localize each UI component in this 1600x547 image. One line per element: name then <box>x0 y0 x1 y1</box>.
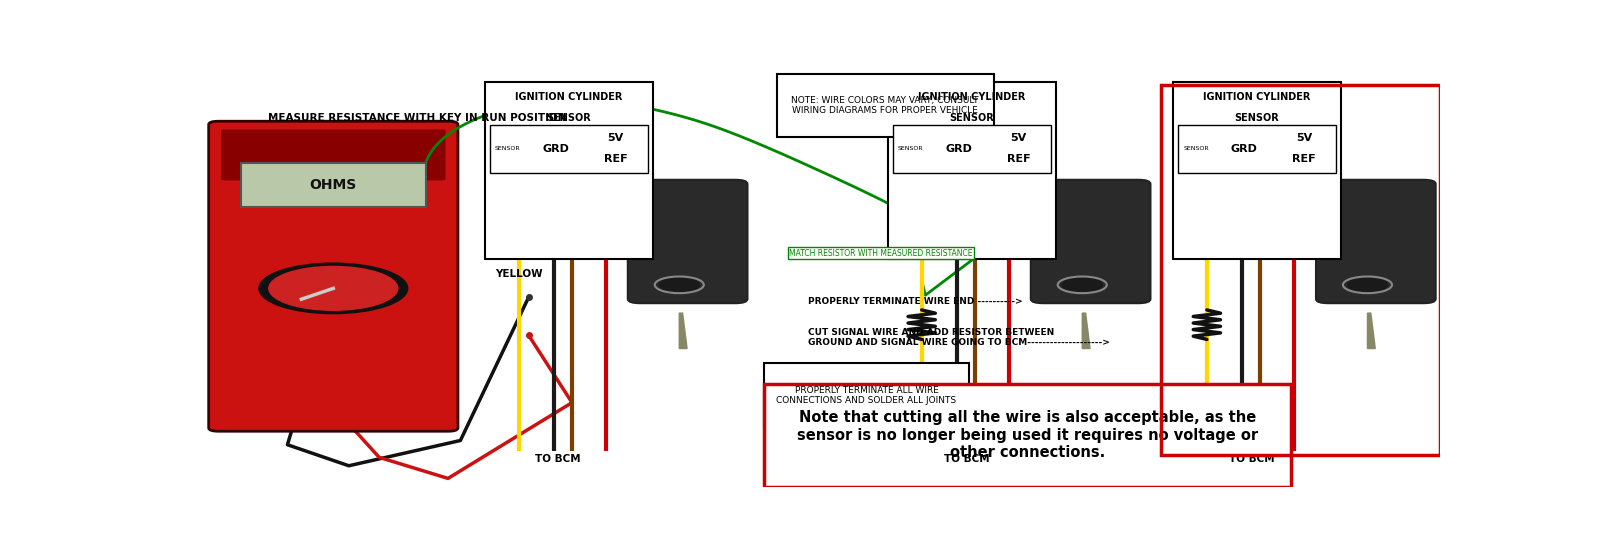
Text: YELLOW: YELLOW <box>494 269 542 279</box>
FancyBboxPatch shape <box>1030 180 1150 303</box>
Text: REF: REF <box>1293 154 1315 164</box>
FancyBboxPatch shape <box>1173 83 1341 259</box>
Circle shape <box>1347 278 1387 292</box>
Circle shape <box>269 266 398 310</box>
FancyBboxPatch shape <box>776 74 994 137</box>
Polygon shape <box>1082 313 1090 348</box>
Text: PROPERLY TERMINATE ALL WIRE
CONNECTIONS AND SOLDER ALL JOINTS: PROPERLY TERMINATE ALL WIRE CONNECTIONS … <box>776 386 957 405</box>
Text: NOTE: WIRE COLORS MAY VARY, CONSULT
WIRING DIAGRAMS FOR PROPER VEHICLE: NOTE: WIRE COLORS MAY VARY, CONSULT WIRI… <box>792 96 979 115</box>
Polygon shape <box>680 313 686 348</box>
Text: TO BCM: TO BCM <box>1229 455 1275 464</box>
Text: OHMS: OHMS <box>310 178 357 192</box>
Text: SENSOR: SENSOR <box>547 113 592 123</box>
Text: IGNITION CYLINDER: IGNITION CYLINDER <box>515 92 622 102</box>
Text: GRD: GRD <box>542 144 570 154</box>
FancyBboxPatch shape <box>888 83 1056 259</box>
Text: 5V: 5V <box>608 133 624 143</box>
Polygon shape <box>1368 313 1376 348</box>
Circle shape <box>1062 278 1102 292</box>
FancyBboxPatch shape <box>765 363 970 428</box>
Text: GRD: GRD <box>1230 144 1258 154</box>
FancyBboxPatch shape <box>242 163 426 207</box>
FancyBboxPatch shape <box>485 83 653 259</box>
Circle shape <box>259 263 408 313</box>
Text: SENSOR: SENSOR <box>1184 147 1210 152</box>
FancyBboxPatch shape <box>893 125 1051 173</box>
Text: TO BCM: TO BCM <box>944 455 990 464</box>
Text: REF: REF <box>603 154 627 164</box>
Text: REF: REF <box>1006 154 1030 164</box>
Text: 5V: 5V <box>1011 133 1027 143</box>
Text: IGNITION CYLINDER: IGNITION CYLINDER <box>918 92 1026 102</box>
Text: IGNITION CYLINDER: IGNITION CYLINDER <box>1203 92 1310 102</box>
Text: 5V: 5V <box>1296 133 1312 143</box>
Text: PROPERLY TERMINATE WIRE END ---------->: PROPERLY TERMINATE WIRE END ----------> <box>808 297 1022 306</box>
Circle shape <box>659 278 699 292</box>
Text: SENSOR: SENSOR <box>1235 113 1280 123</box>
Text: SENSOR: SENSOR <box>949 113 994 123</box>
FancyBboxPatch shape <box>627 180 747 303</box>
Text: MATCH RESISTOR WITH MEASURED RESISTANCE: MATCH RESISTOR WITH MEASURED RESISTANCE <box>789 248 973 258</box>
Text: TO BCM: TO BCM <box>534 455 581 464</box>
FancyBboxPatch shape <box>208 121 458 431</box>
Text: GRD: GRD <box>946 144 971 154</box>
Text: MEASURE RESISTANCE WITH KEY IN RUN POSITION: MEASURE RESISTANCE WITH KEY IN RUN POSIT… <box>269 113 566 123</box>
Text: SENSOR: SENSOR <box>494 147 520 152</box>
Text: SENSOR: SENSOR <box>898 147 923 152</box>
FancyBboxPatch shape <box>221 130 445 181</box>
FancyBboxPatch shape <box>1178 125 1336 173</box>
FancyBboxPatch shape <box>765 383 1291 487</box>
Text: CUT SIGNAL WIRE AND ADD RESISTOR BETWEEN
GROUND AND SIGNAL WIRE GOING TO BCM----: CUT SIGNAL WIRE AND ADD RESISTOR BETWEEN… <box>808 328 1109 347</box>
FancyBboxPatch shape <box>1315 180 1435 303</box>
FancyBboxPatch shape <box>490 125 648 173</box>
Text: Note that cutting all the wire is also acceptable, as the
sensor is no longer be: Note that cutting all the wire is also a… <box>797 410 1258 460</box>
